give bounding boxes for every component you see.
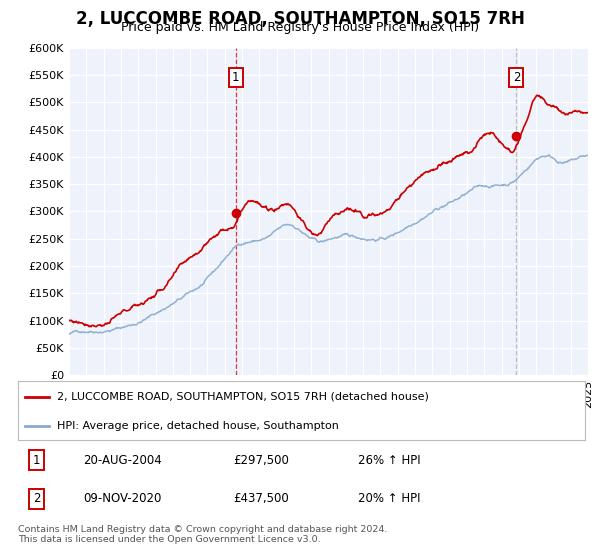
Text: HPI: Average price, detached house, Southampton: HPI: Average price, detached house, Sout…: [56, 421, 338, 431]
Text: 20-AUG-2004: 20-AUG-2004: [83, 454, 162, 466]
Text: £297,500: £297,500: [233, 454, 289, 466]
Text: 2: 2: [512, 71, 520, 84]
Text: 2: 2: [33, 492, 40, 505]
Text: 09-NOV-2020: 09-NOV-2020: [83, 492, 161, 505]
Text: Price paid vs. HM Land Registry's House Price Index (HPI): Price paid vs. HM Land Registry's House …: [121, 21, 479, 34]
Text: 1: 1: [232, 71, 239, 84]
Text: 2, LUCCOMBE ROAD, SOUTHAMPTON, SO15 7RH: 2, LUCCOMBE ROAD, SOUTHAMPTON, SO15 7RH: [76, 10, 524, 27]
Text: 1: 1: [33, 454, 40, 466]
Text: 2, LUCCOMBE ROAD, SOUTHAMPTON, SO15 7RH (detached house): 2, LUCCOMBE ROAD, SOUTHAMPTON, SO15 7RH …: [56, 391, 428, 402]
Text: £437,500: £437,500: [233, 492, 289, 505]
Text: 26% ↑ HPI: 26% ↑ HPI: [358, 454, 421, 466]
Text: Contains HM Land Registry data © Crown copyright and database right 2024.
This d: Contains HM Land Registry data © Crown c…: [18, 525, 388, 544]
Text: 20% ↑ HPI: 20% ↑ HPI: [358, 492, 421, 505]
